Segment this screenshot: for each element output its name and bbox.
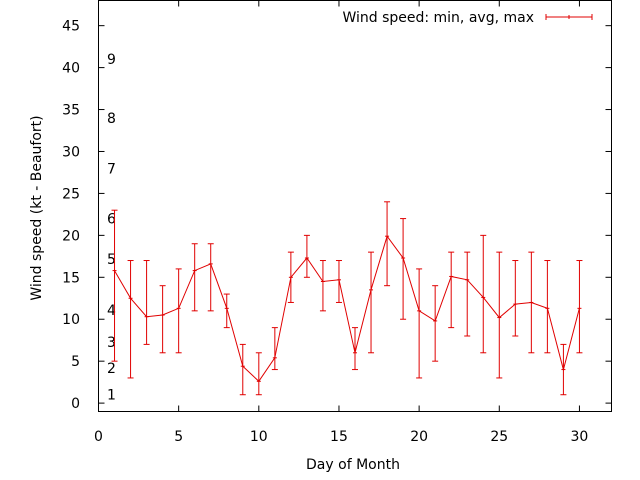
y-tick-label: 10 [62,312,80,328]
plot-frame [98,0,612,412]
x-tick-label: 0 [94,429,103,445]
x-tick-label: 20 [410,429,428,445]
data-points [112,235,582,382]
beaufort-label: 2 [107,361,116,377]
beaufort-label: 7 [107,161,116,177]
x-axis-ticks: 0 5 10 15 20 25 30 [94,0,589,445]
y-tick-label: 40 [62,61,80,77]
beaufort-label: 4 [107,303,116,319]
beaufort-scale-labels: 1 2 3 4 5 6 7 8 9 [107,52,116,404]
beaufort-label: 3 [107,335,116,351]
x-tick-label: 5 [174,429,183,445]
x-tick-label: 10 [250,429,268,445]
y-tick-label: 5 [71,354,80,370]
legend: Wind speed: min, avg, max [342,10,593,26]
beaufort-label: 8 [107,111,116,127]
y-tick-label: 35 [62,103,80,119]
legend-label: Wind speed: min, avg, max [342,10,534,26]
y-tick-label: 30 [62,144,80,160]
beaufort-label: 9 [107,52,116,68]
x-tick-label: 25 [490,429,508,445]
y-tick-label: 45 [62,19,80,35]
y-tick-label: 25 [62,186,80,202]
beaufort-label: 5 [107,252,116,268]
y-tick-label: 15 [62,270,80,286]
legend-sample-icon [545,14,593,20]
x-tick-label: 15 [330,429,348,445]
y-tick-label: 0 [71,396,80,412]
y-tick-label: 20 [62,228,80,244]
beaufort-label: 6 [107,212,116,228]
error-bars [111,201,583,396]
x-axis-label: Day of Month [306,457,400,473]
beaufort-label: 1 [107,388,116,404]
x-tick-label: 30 [571,429,589,445]
y-axis-label: Wind speed (kt - Beaufort) [29,115,45,300]
average-wind-line [114,235,580,383]
